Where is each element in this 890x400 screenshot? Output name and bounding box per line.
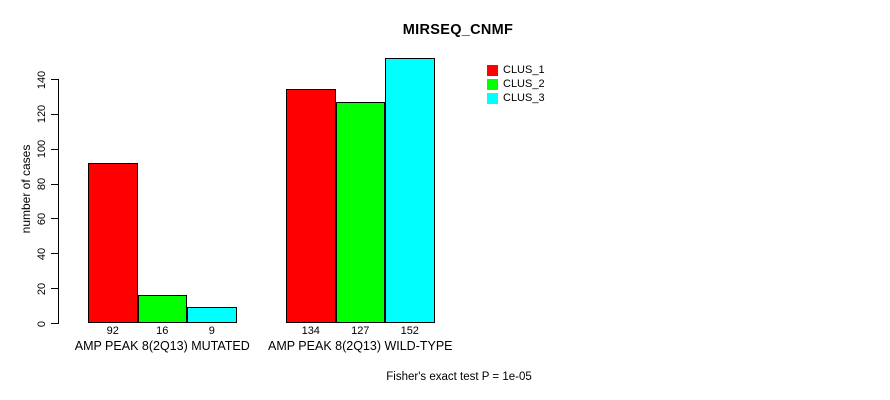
bar-value-label: 9	[208, 325, 215, 337]
legend-row: CLUS_1	[487, 63, 545, 77]
bar-clus_3-1	[187, 307, 237, 323]
y-axis-tick-label: 100	[36, 140, 48, 159]
bar-value-label: 16	[156, 325, 169, 337]
group-label: AMP PEAK 8(2Q13) MUTATED	[74, 339, 250, 353]
legend-label: CLUS_1	[503, 64, 545, 76]
y-axis-tick-label: 40	[36, 247, 48, 260]
y-axis-tick-label: 60	[36, 212, 48, 226]
legend-swatch-clus_3	[487, 92, 498, 104]
bar-value-label: 127	[351, 325, 370, 337]
y-axis-line	[58, 79, 59, 324]
bar-value-label: 92	[106, 325, 119, 337]
y-axis-tick	[51, 288, 58, 290]
bar-clus_2-1	[137, 295, 187, 323]
legend-row: CLUS_3	[487, 91, 545, 105]
y-axis-tick-label: 80	[36, 177, 48, 191]
y-axis-tick	[51, 183, 58, 185]
group-label: AMP PEAK 8(2Q13) WILD-TYPE	[267, 339, 453, 353]
legend-label: CLUS_3	[503, 92, 545, 104]
bar-clus_1-1	[88, 162, 138, 323]
bar-clus_3-2	[385, 58, 435, 323]
legend-row: CLUS_2	[487, 77, 545, 91]
y-axis-tick	[51, 253, 58, 255]
legend-swatch-clus_1	[487, 64, 498, 76]
y-axis-tick	[51, 323, 58, 324]
bar-value-label: 134	[301, 325, 320, 337]
chart-title: MIRSEQ_CNMF	[402, 22, 514, 38]
legend-label: CLUS_2	[503, 78, 545, 90]
y-axis-tick-label: 140	[36, 70, 48, 89]
y-axis-tick	[51, 79, 58, 80]
y-axis-label: number of cases	[19, 144, 33, 234]
y-axis-tick-label: 20	[36, 282, 48, 295]
legend: CLUS_1 CLUS_2 CLUS_3	[487, 63, 545, 105]
y-axis-tick	[51, 113, 58, 115]
bar-clus_1-2	[286, 89, 336, 323]
bar-value-label: 152	[400, 325, 419, 337]
bar-clus_2-2	[335, 101, 385, 323]
y-axis-tick-label: 0	[36, 320, 48, 327]
y-axis-tick-label: 120	[36, 105, 48, 124]
footnote: Fisher's exact test P = 1e-05	[386, 371, 532, 383]
legend-swatch-clus_2	[487, 78, 498, 90]
y-axis-tick	[51, 148, 58, 150]
y-axis-tick	[51, 218, 58, 220]
